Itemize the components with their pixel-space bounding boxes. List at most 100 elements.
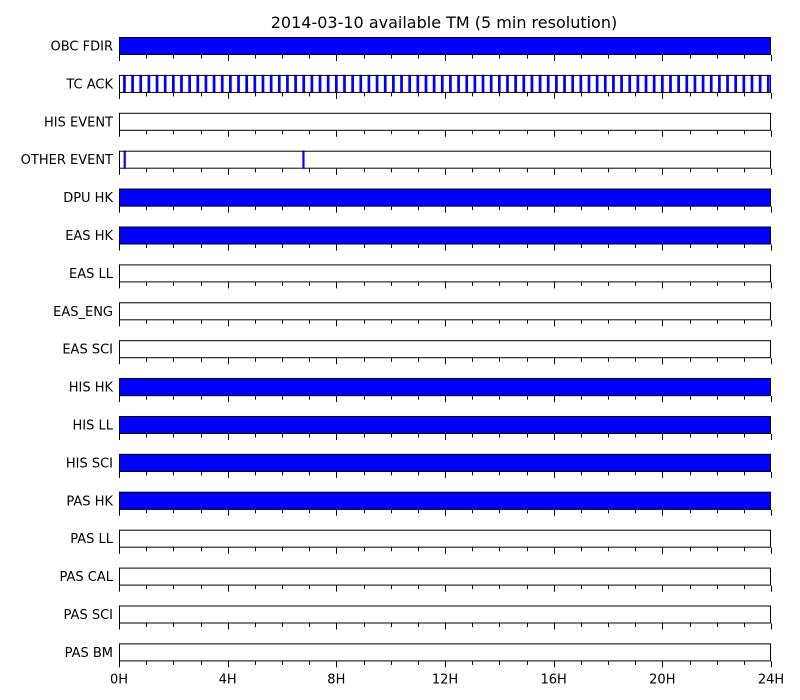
availability-bar [277, 74, 281, 93]
availability-bar [310, 74, 314, 93]
row-ticks [119, 661, 772, 668]
row-frame [119, 226, 771, 245]
timeline-rows: OBC FDIR TC ACK HIS EVENT OTHER EVENT DPU HK… [21, 37, 772, 668]
availability-bar [636, 74, 640, 93]
timeline-row: PAS CAL [60, 567, 772, 592]
availability-bar [701, 74, 705, 93]
availability-bar [375, 74, 379, 93]
availability-bar [212, 74, 216, 93]
row-frame [119, 529, 771, 548]
availability-bar [432, 74, 436, 93]
availability-bar [563, 74, 566, 93]
availability-bar [734, 74, 738, 93]
availability-bar [465, 74, 469, 93]
row-label: PAS SCI [64, 608, 113, 623]
timeline-row: PAS SCI [64, 605, 772, 630]
availability-bar [530, 74, 534, 93]
row-label: HIS HK [69, 381, 114, 396]
availability-bar [424, 74, 428, 93]
availability-bar [677, 74, 680, 93]
availability-bar [334, 74, 338, 93]
availability-bar [709, 74, 713, 93]
row-label: HIS SCI [66, 456, 113, 471]
row-label: EAS HK [65, 229, 113, 244]
availability-bar [392, 74, 395, 93]
availability-bar [595, 74, 599, 93]
chart-title: 2014-03-10 available TM (5 min resolutio… [271, 13, 617, 32]
availability-bar [571, 74, 575, 93]
x-tick-label: 20H [649, 672, 675, 687]
availability-bar [359, 74, 363, 93]
availability-bar [612, 74, 615, 93]
row-frame [119, 567, 771, 586]
row-ticks [119, 206, 772, 213]
row-ticks [119, 396, 772, 403]
availability-bar [123, 150, 126, 169]
availability-bar [726, 74, 729, 93]
row-label: PAS BM [65, 646, 113, 661]
availability-bar [489, 74, 493, 93]
x-tick-label: 8H [327, 672, 345, 687]
timeline-row: PAS LL [70, 529, 772, 554]
row-ticks [119, 130, 772, 137]
availability-bar [383, 74, 387, 93]
availability-bar [685, 74, 689, 93]
availability-bar [343, 74, 346, 93]
availability-bar [449, 74, 452, 93]
availability-bar [302, 150, 305, 169]
availability-bar [253, 74, 257, 93]
availability-bar [229, 74, 232, 93]
availability-bar [758, 74, 762, 93]
availability-bar [497, 74, 501, 93]
availability-bar [644, 74, 648, 93]
availability-bar [693, 74, 697, 93]
row-frame [119, 340, 771, 359]
row-frame [119, 378, 771, 397]
row-frame [119, 188, 771, 207]
row-label: PAS CAL [60, 570, 114, 585]
row-label: TC ACK [65, 77, 113, 92]
row-label: PAS LL [70, 532, 114, 547]
availability-bar [294, 74, 297, 93]
availability-bar [408, 74, 412, 93]
availability-bar [750, 74, 754, 93]
availability-bar [139, 74, 143, 93]
availability-bar [188, 74, 191, 93]
availability-bar [119, 416, 771, 434]
timeline-row: EAS SCI [62, 340, 772, 365]
row-ticks [119, 623, 772, 630]
availability-bar [400, 74, 403, 93]
timeline-row: PAS BM [65, 643, 772, 668]
availability-bar [318, 74, 322, 93]
row-ticks [119, 358, 772, 365]
row-ticks [119, 509, 772, 516]
row-frame [119, 74, 771, 93]
availability-bar [119, 378, 771, 397]
x-tick-label: 12H [432, 672, 458, 687]
row-ticks [119, 55, 772, 61]
timeline-row: TC ACK [65, 74, 772, 99]
availability-bar [147, 74, 151, 93]
availability-bar [119, 226, 771, 245]
row-frame [119, 150, 771, 169]
availability-bar [245, 74, 249, 93]
row-label: HIS LL [73, 419, 114, 434]
row-ticks [119, 547, 772, 554]
row-ticks [119, 92, 772, 99]
x-tick-label: 4H [219, 672, 237, 687]
row-ticks [119, 168, 772, 175]
availability-bar [119, 453, 771, 472]
availability-bar [416, 74, 420, 93]
x-axis: 0H 4H 8H 12H 16H 20H 24H [110, 672, 784, 687]
availability-bar [669, 74, 672, 93]
row-label: OTHER EVENT [21, 153, 113, 168]
availability-bar [171, 74, 175, 93]
timeline-row: EAS LL [69, 264, 772, 289]
availability-bar [123, 74, 126, 93]
availability-bar [131, 74, 134, 93]
timeline-row: EAS_ENG [53, 302, 772, 327]
row-frame [119, 605, 771, 624]
availability-bar [119, 188, 771, 207]
availability-bar [269, 74, 273, 93]
